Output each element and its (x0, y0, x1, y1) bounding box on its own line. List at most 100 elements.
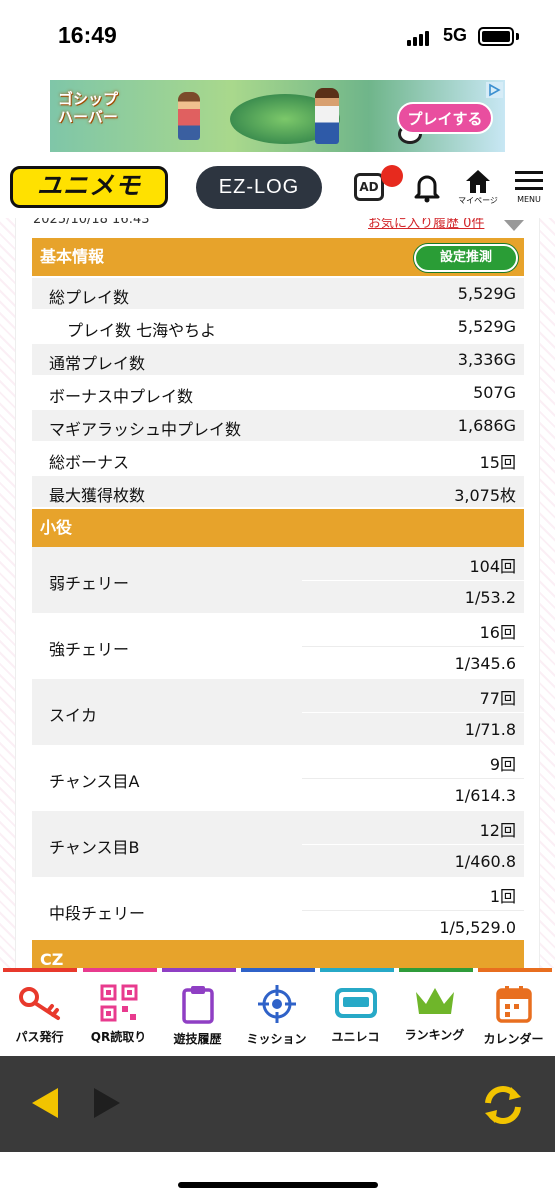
role-probability: 1/345.6 (454, 654, 516, 673)
role-probability: 1/5,529.0 (439, 918, 516, 937)
basic-info-title: 基本情報 (40, 247, 105, 266)
tab-label: ランキング (404, 1028, 465, 1042)
menu-button[interactable]: MENU (511, 171, 547, 217)
role-label: チャンス目B (49, 838, 140, 857)
tab-label: ミッション (246, 1032, 307, 1046)
ad-icon[interactable]: AD (354, 173, 384, 201)
cz-header: CZ (32, 940, 524, 968)
stat-row: 通常プレイ数 3,336G (32, 344, 524, 376)
ad-choices-icon[interactable] (486, 82, 503, 98)
ez-log-button[interactable]: EZ-LOG (196, 166, 322, 209)
unimemo-logo[interactable]: ユニメモ (10, 166, 168, 208)
ad-play-button[interactable]: プレイする (397, 102, 493, 134)
battery-tip-icon (516, 33, 519, 40)
home-icon (466, 170, 490, 193)
role-row: 弱チェリー 104回 1/53.2 (32, 547, 524, 613)
role-count: 12回 (479, 821, 516, 840)
stat-row: ボーナス中プレイ数 507G (32, 377, 524, 409)
stat-row: 総プレイ数 5,529G (32, 278, 524, 310)
stat-label: マギアラッシュ中プレイ数 (49, 420, 242, 439)
tab-pass-issue[interactable]: パス発行 (0, 972, 79, 1056)
bottom-tab-bar: パス発行 QR読取り 遊技履歴 ミッション ユニレコ ランキング カレンダー (0, 968, 555, 1056)
favorite-history-link[interactable]: お気に入り履歴 0件 (368, 218, 485, 231)
tab-qr-scan[interactable]: QR読取り (79, 972, 158, 1056)
back-arrow-icon[interactable] (30, 1086, 60, 1120)
crown-icon (415, 988, 454, 1014)
scroll-up-icon[interactable] (504, 220, 524, 231)
role-row: チャンス目B 12回 1/460.8 (32, 811, 524, 877)
tab-calendar[interactable]: カレンダー (474, 972, 553, 1056)
role-row: 中段チェリー 1回 1/5,529.0 (32, 877, 524, 943)
stat-value: 5,529G (457, 284, 516, 303)
koyaku-title: 小役 (40, 518, 73, 537)
clipboard-icon (181, 986, 214, 1024)
tab-label: QR読取り (90, 1030, 147, 1044)
role-label: チャンス目A (49, 772, 140, 791)
role-row: スイカ 77回 1/71.8 (32, 679, 524, 745)
mypage-button[interactable]: マイページ (458, 168, 498, 214)
role-count: 104回 (469, 557, 516, 576)
role-label: 弱チェリー (49, 574, 130, 593)
stat-label: プレイ数 七海やちよ (67, 321, 217, 340)
status-time: 16:49 (58, 22, 117, 48)
tab-ranking[interactable]: ランキング (395, 972, 474, 1056)
cz-title: CZ (40, 950, 64, 968)
role-row: 強チェリー 16回 1/345.6 (32, 613, 524, 679)
status-bar: 16:49 5G (0, 0, 555, 76)
unireco-icon (334, 988, 377, 1018)
ad-character-icon (315, 88, 339, 144)
role-label: 中段チェリー (49, 904, 146, 923)
role-probability: 1/614.3 (454, 786, 516, 805)
stat-label: 総ボーナス (49, 453, 130, 472)
ad-banner[interactable]: ゴシップハーバー プレイする (50, 80, 505, 152)
data-panel: 2025/10/18 16:43 お気に入り履歴 0件 基本情報 設定推測 総プ… (15, 218, 540, 968)
role-probability: 1/53.2 (464, 588, 516, 607)
network-type: 5G (443, 25, 468, 45)
stat-row: 最大獲得枚数 3,075枚 (32, 476, 524, 508)
role-row: チャンス目A 9回 1/614.3 (32, 745, 524, 811)
qr-code-icon (100, 984, 137, 1022)
target-icon (257, 985, 296, 1023)
home-indicator[interactable] (178, 1182, 378, 1188)
tab-label: パス発行 (15, 1030, 64, 1044)
koyaku-header: 小役 (32, 509, 524, 547)
stat-row: 総ボーナス 15回 (32, 443, 524, 475)
stat-value: 3,075枚 (454, 486, 516, 505)
stat-label: 最大獲得枚数 (49, 486, 146, 505)
stat-value: 15回 (479, 453, 516, 472)
browser-toolbar (0, 1056, 555, 1152)
tab-label: 遊技履歴 (173, 1032, 222, 1046)
stat-row: マギアラッシュ中プレイ数 1,686G (32, 410, 524, 442)
role-probability: 1/71.8 (464, 720, 516, 739)
key-icon (18, 987, 60, 1020)
bell-icon[interactable] (410, 170, 444, 204)
stat-label: 通常プレイ数 (49, 354, 146, 373)
notification-dot (381, 165, 403, 187)
stat-value: 507G (473, 383, 516, 402)
stat-value: 3,336G (457, 350, 516, 369)
calendar-icon (495, 986, 532, 1023)
tab-unireco[interactable]: ユニレコ (316, 972, 395, 1056)
stat-row: プレイ数 七海やちよ 5,529G (32, 311, 524, 343)
tab-label: カレンダー (483, 1032, 544, 1046)
ad-game-title: ゴシップハーバー (58, 90, 119, 126)
battery-icon (478, 27, 514, 46)
stat-value: 1,686G (457, 416, 516, 435)
home-area (0, 1152, 555, 1200)
tab-mission[interactable]: ミッション (237, 972, 316, 1056)
mypage-label: マイページ (458, 196, 498, 205)
forward-arrow-icon[interactable] (92, 1086, 122, 1120)
setting-estimate-button[interactable]: 設定推測 (414, 244, 518, 272)
stat-value: 5,529G (457, 317, 516, 336)
site-header: ユニメモ EZ-LOG AD マイページ MENU (0, 158, 555, 218)
tab-label: ユニレコ (331, 1030, 380, 1044)
reload-icon[interactable] (478, 1080, 528, 1130)
role-count: 9回 (489, 755, 516, 774)
hamburger-icon (515, 171, 543, 174)
basic-info-header: 基本情報 設定推測 (32, 238, 524, 276)
signal-icon (407, 30, 433, 46)
tab-play-history[interactable]: 遊技履歴 (158, 972, 237, 1056)
stat-label: ボーナス中プレイ数 (49, 387, 194, 406)
role-label: スイカ (49, 706, 98, 725)
